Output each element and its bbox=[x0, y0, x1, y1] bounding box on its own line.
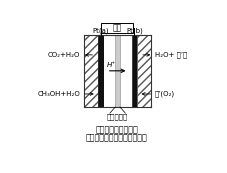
Bar bbox=[98, 35, 103, 107]
Text: 负载: 负载 bbox=[112, 24, 121, 33]
Text: H⁺: H⁺ bbox=[106, 62, 116, 68]
Text: CH₃OH+H₂O: CH₃OH+H₂O bbox=[37, 91, 80, 97]
Text: 电解质溶液为稀硫酸: 电解质溶液为稀硫酸 bbox=[95, 125, 138, 134]
Bar bbox=[103, 35, 131, 107]
Bar bbox=[84, 35, 98, 107]
Bar bbox=[100, 23, 133, 33]
Text: CO₂+H₂O: CO₂+H₂O bbox=[48, 52, 80, 58]
Text: Pt(b): Pt(b) bbox=[125, 27, 142, 34]
Text: H₂O+ 空’气: H₂O+ 空’气 bbox=[154, 52, 186, 58]
Bar bbox=[136, 35, 150, 107]
Text: 甲醇燃料电池工作原理示意图: 甲醇燃料电池工作原理示意图 bbox=[86, 133, 147, 142]
Text: Pt(a): Pt(a) bbox=[92, 27, 109, 34]
Text: 空’(O₂): 空’(O₂) bbox=[154, 91, 174, 97]
Text: 质子交换膜: 质子交换膜 bbox=[106, 113, 128, 120]
Bar bbox=[131, 35, 136, 107]
Bar bbox=[115, 35, 119, 107]
